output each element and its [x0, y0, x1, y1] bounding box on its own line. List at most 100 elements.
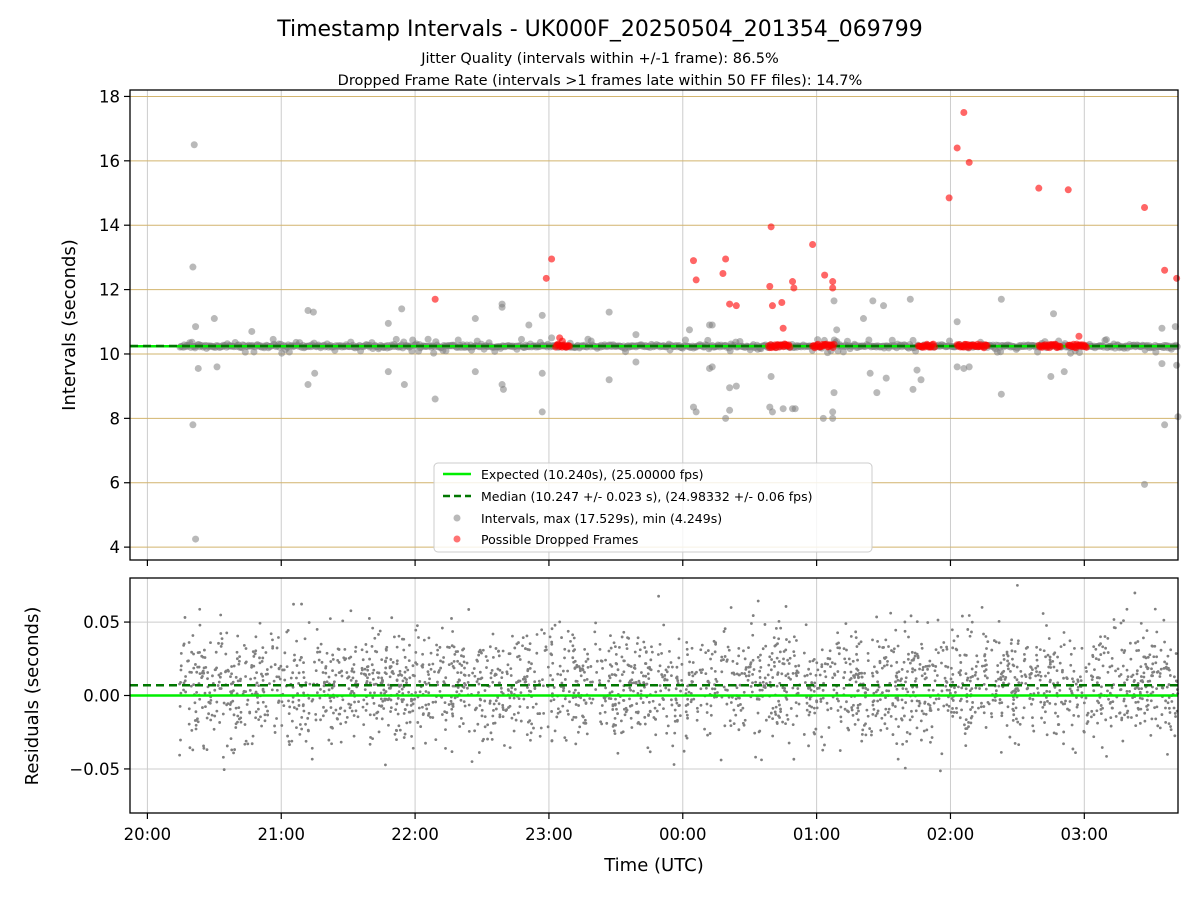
residual-point: [307, 621, 311, 624]
residual-point: [252, 664, 256, 668]
residual-point: [529, 731, 533, 735]
residual-point: [647, 714, 650, 717]
residual-point: [860, 675, 864, 679]
residual-point: [820, 665, 824, 669]
residual-point: [327, 688, 331, 692]
residual-point: [1048, 690, 1052, 694]
residual-point: [866, 651, 870, 655]
residual-point: [1110, 706, 1114, 710]
residual-point: [677, 637, 681, 641]
interval-point: [605, 308, 613, 316]
residual-point: [723, 724, 727, 728]
residual-point: [304, 681, 308, 685]
residual-point: [985, 663, 988, 667]
residual-point: [1086, 720, 1090, 723]
residual-point: [378, 629, 382, 633]
residual-point: [377, 633, 380, 636]
residual-point: [955, 706, 958, 710]
residual-point: [870, 730, 874, 733]
residual-point: [438, 690, 442, 693]
residual-point: [417, 706, 421, 710]
residual-point: [673, 708, 677, 712]
residual-point: [348, 706, 352, 710]
residual-point: [480, 708, 484, 712]
residual-point: [477, 691, 480, 694]
residual-point: [339, 722, 343, 726]
residual-point: [205, 716, 209, 720]
residual-point: [277, 701, 280, 704]
residual-point: [937, 651, 940, 655]
residual-point: [1106, 651, 1110, 654]
residual-point: [1154, 661, 1158, 665]
dropped-frame-point: [960, 109, 968, 117]
residual-point: [653, 706, 657, 710]
residual-point: [451, 704, 455, 708]
residual-point: [212, 727, 216, 731]
residual-point: [642, 674, 645, 678]
residual-point: [891, 703, 895, 707]
residual-point: [515, 681, 518, 684]
residual-point: [477, 650, 481, 654]
residual-point: [1099, 707, 1103, 711]
residual-point: [823, 669, 827, 673]
residual-point: [600, 722, 604, 726]
residual-point: [1026, 645, 1029, 649]
residual-point: [192, 666, 196, 670]
residual-point: [1146, 708, 1149, 712]
residual-point: [1134, 724, 1138, 728]
residual-point: [691, 661, 695, 664]
residual-point: [949, 666, 953, 670]
residual-point: [960, 708, 963, 712]
residual-point: [654, 718, 658, 721]
residual-point: [668, 650, 671, 653]
residual-point: [695, 670, 698, 674]
residual-point: [528, 719, 532, 723]
residual-point: [904, 676, 908, 680]
residual-point: [526, 706, 529, 709]
residual-point: [179, 738, 182, 742]
residual-point: [1098, 676, 1101, 680]
residual-point: [578, 669, 582, 673]
residual-point: [187, 707, 191, 711]
residual-point: [220, 637, 224, 641]
residual-point: [780, 672, 784, 676]
residual-point: [837, 641, 840, 645]
residual-point: [843, 670, 847, 674]
residual-point: [1096, 699, 1099, 703]
residual-point: [633, 667, 637, 670]
residual-point: [1038, 648, 1042, 651]
residual-point: [1013, 741, 1017, 745]
residual-point: [651, 699, 655, 703]
residual-point: [705, 711, 709, 714]
residual-point: [808, 704, 812, 708]
residual-point: [324, 671, 328, 675]
intervals-outlier-points: [189, 141, 1182, 543]
interval-point: [213, 363, 221, 371]
residual-point: [743, 718, 747, 722]
residual-point: [934, 697, 938, 701]
residual-point: [877, 645, 881, 649]
residual-point: [851, 659, 855, 663]
interval-point: [248, 327, 256, 335]
residual-point: [283, 678, 287, 682]
residual-point: [397, 634, 401, 638]
residual-point: [219, 645, 223, 648]
residual-point: [921, 665, 925, 669]
residual-point: [428, 677, 431, 681]
residual-point: [476, 659, 479, 663]
residual-point: [866, 688, 870, 692]
residual-point: [419, 725, 423, 728]
residual-point: [853, 676, 856, 679]
residual-point: [295, 726, 298, 729]
residual-point: [1142, 675, 1146, 679]
residual-point: [550, 642, 554, 646]
residual-point: [896, 644, 900, 648]
residual-point: [366, 676, 369, 680]
residual-point: [791, 672, 795, 675]
dropped-frame-point: [689, 257, 697, 265]
residual-point: [969, 708, 972, 711]
residual-point: [779, 626, 783, 630]
residual-point: [258, 661, 262, 665]
residual-point: [360, 648, 364, 652]
residual-point: [753, 731, 757, 735]
